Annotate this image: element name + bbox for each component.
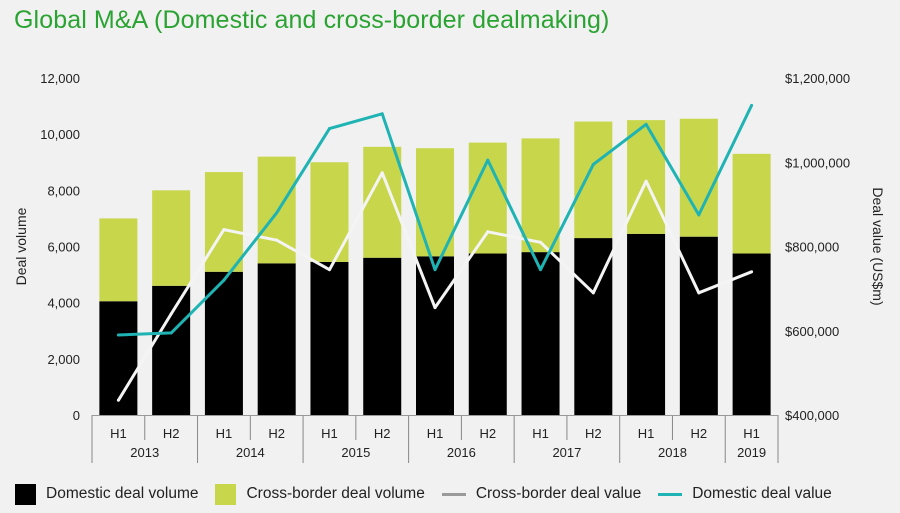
- point-domestic-value: [433, 268, 437, 272]
- y-tick-label: 2,000: [47, 352, 80, 367]
- x-tick-label-half: H1: [743, 426, 760, 441]
- y2-tick-label: $1,200,000: [785, 71, 850, 86]
- bar-domestic-volume: [732, 253, 771, 415]
- bar-crossborder-volume: [204, 172, 243, 272]
- x-tick-label-half: H2: [479, 426, 496, 441]
- x-tick-label-year: 2016: [447, 445, 476, 460]
- x-tick-label-half: H1: [532, 426, 549, 441]
- y-tick-label: 6,000: [47, 240, 80, 255]
- x-tick-label-half: H1: [427, 426, 444, 441]
- bar-domestic-volume: [363, 257, 402, 415]
- bar-crossborder-volume: [99, 218, 138, 302]
- x-tick-label-half: H1: [321, 426, 338, 441]
- point-domestic-value: [380, 112, 384, 116]
- point-crossborder-value: [750, 270, 754, 274]
- x-tick-label-year: 2013: [130, 445, 159, 460]
- legend-swatch-crossborder-value: [441, 492, 466, 496]
- axes-group: 0 2,000 4,000 6,000 8,000 10,000 12,000 $400,00…: [13, 71, 886, 463]
- point-domestic-value: [750, 103, 754, 107]
- x-tick-label-half: H2: [585, 426, 602, 441]
- y-tick-label: 8,000: [47, 183, 80, 198]
- x-tick-label-year: 2015: [341, 445, 370, 460]
- point-domestic-value: [539, 268, 543, 272]
- legend-label-crossborder-value: Cross-border deal value: [475, 485, 642, 502]
- x-tick-label-year: 2017: [552, 445, 581, 460]
- x-tick-label-year: 2014: [236, 445, 265, 460]
- bar-domestic-volume: [310, 261, 349, 415]
- lines-group: [116, 103, 754, 402]
- y2-tick-label: $600,000: [785, 324, 839, 339]
- point-crossborder-value: [327, 268, 331, 272]
- point-domestic-value: [644, 122, 648, 126]
- bar-domestic-volume: [521, 252, 560, 415]
- point-domestic-value: [697, 213, 701, 217]
- x-tick-label-half: H2: [268, 426, 285, 441]
- point-domestic-value: [116, 333, 120, 337]
- point-crossborder-value: [116, 398, 120, 402]
- bar-crossborder-volume: [679, 118, 718, 237]
- bar-crossborder-volume: [521, 138, 560, 253]
- x-tick-label-half: H2: [374, 426, 391, 441]
- point-crossborder-value: [169, 312, 173, 316]
- bar-crossborder-volume: [732, 153, 771, 254]
- point-crossborder-value: [697, 291, 701, 295]
- y2-tick-label: $800,000: [785, 240, 839, 255]
- legend-item-crossborder-volume: Cross-border deal volume: [215, 483, 425, 505]
- y-tick-label: 4,000: [47, 296, 80, 311]
- x-tick-label-half: H1: [638, 426, 655, 441]
- x-tick-label-year: 2018: [658, 445, 687, 460]
- point-domestic-value: [222, 278, 226, 282]
- point-crossborder-value: [644, 179, 648, 183]
- legend: Domestic deal volume Cross-border deal v…: [15, 481, 849, 507]
- y2-tick-label: $1,000,000: [785, 155, 850, 170]
- y2-tick-label: $400,000: [785, 408, 839, 423]
- y2-axis-title: Deal value (US$m): [870, 187, 886, 305]
- bar-domestic-volume: [627, 233, 666, 415]
- legend-item-domestic-value: Domestic deal value: [658, 485, 832, 503]
- bar-domestic-volume: [468, 253, 507, 415]
- legend-label-crossborder-volume: Cross-border deal volume: [246, 485, 425, 502]
- y-axis-title: Deal volume: [13, 207, 29, 285]
- point-domestic-value: [591, 162, 595, 166]
- legend-label-domestic-value: Domestic deal value: [692, 485, 832, 502]
- y-tick-label: 0: [73, 408, 80, 423]
- bar-domestic-volume: [99, 301, 138, 415]
- y-tick-label: 10,000: [40, 127, 80, 142]
- point-domestic-value: [327, 127, 331, 131]
- point-crossborder-value: [486, 230, 490, 234]
- x-tick-label-half: H2: [163, 426, 180, 441]
- x-tick-label-year: 2019: [737, 445, 766, 460]
- legend-swatch-domestic-volume: [15, 483, 36, 505]
- point-crossborder-value: [380, 171, 384, 175]
- bar-crossborder-volume: [627, 120, 666, 234]
- point-crossborder-value: [275, 238, 279, 242]
- point-crossborder-value: [539, 240, 543, 244]
- bar-domestic-volume: [416, 256, 454, 415]
- x-tick-label-half: H1: [216, 426, 233, 441]
- legend-item-crossborder-value: Cross-border deal value: [441, 485, 642, 503]
- chart-title: Global M&A (Domestic and cross-border de…: [14, 6, 610, 34]
- bar-crossborder-volume: [416, 148, 454, 257]
- point-domestic-value: [275, 211, 279, 215]
- bar-domestic-volume: [152, 285, 191, 415]
- y-tick-label: 12,000: [40, 71, 80, 86]
- point-domestic-value: [486, 158, 490, 162]
- bar-crossborder-volume: [574, 121, 613, 239]
- point-crossborder-value: [591, 291, 595, 295]
- legend-swatch-domestic-value: [658, 492, 683, 496]
- legend-swatch-crossborder-volume: [215, 483, 237, 505]
- bar-domestic-volume: [257, 263, 296, 415]
- legend-item-domestic-volume: Domestic deal volume: [15, 483, 199, 505]
- bar-crossborder-volume: [363, 146, 402, 258]
- bar-crossborder-volume: [152, 190, 191, 286]
- x-tick-label-half: H1: [110, 426, 127, 441]
- legend-label-domestic-volume: Domestic deal volume: [46, 485, 199, 502]
- point-domestic-value: [169, 331, 173, 335]
- point-crossborder-value: [433, 306, 437, 310]
- point-crossborder-value: [222, 228, 226, 232]
- bars-group: [99, 118, 771, 415]
- x-tick-label-half: H2: [691, 426, 708, 441]
- bar-domestic-volume: [204, 271, 243, 415]
